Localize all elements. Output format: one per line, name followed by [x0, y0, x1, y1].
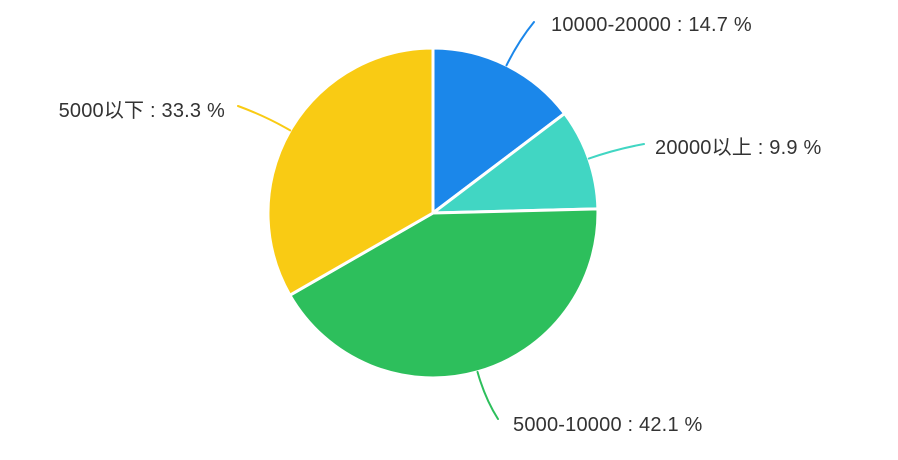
slice-label-10000-20000: 10000-20000 : 14.7 % [551, 14, 752, 36]
leader-line-5000以下 [237, 105, 292, 132]
slice-label-under-5000: 5000以下 : 33.3 % [58, 100, 225, 122]
leader-line-20000以上 [587, 143, 645, 160]
slice-label-20000-plus: 20000以上 : 9.9 % [655, 137, 822, 159]
leader-line-10000-20000 [505, 21, 535, 67]
leader-line-5000-10000 [476, 370, 499, 420]
slice-label-5000-10000: 5000-10000 : 42.1 % [513, 414, 703, 436]
